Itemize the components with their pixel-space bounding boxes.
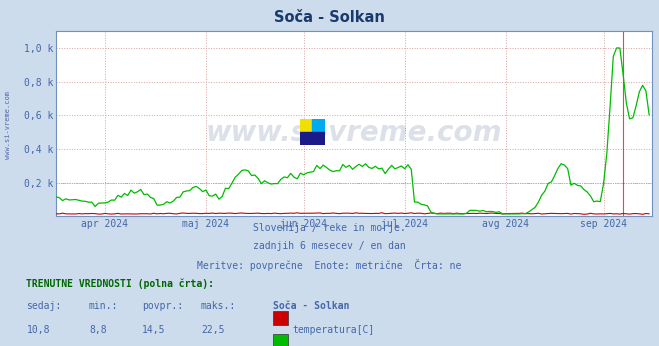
Text: 8,8: 8,8 (89, 325, 107, 335)
Text: povpr.:: povpr.: (142, 301, 183, 311)
Text: Meritve: povprečne  Enote: metrične  Črta: ne: Meritve: povprečne Enote: metrične Črta:… (197, 259, 462, 271)
Text: maks.:: maks.: (201, 301, 236, 311)
Text: sedaj:: sedaj: (26, 301, 61, 311)
Bar (300, 133, 312, 145)
Text: 10,8: 10,8 (26, 325, 50, 335)
Text: 14,5: 14,5 (142, 325, 165, 335)
Text: Slovenija / reke in morje.: Slovenija / reke in morje. (253, 223, 406, 233)
Text: min.:: min.: (89, 301, 119, 311)
Bar (312, 133, 325, 145)
Text: TRENUTNE VREDNOSTI (polna črta):: TRENUTNE VREDNOSTI (polna črta): (26, 279, 214, 289)
Text: zadnjih 6 mesecev / en dan: zadnjih 6 mesecev / en dan (253, 241, 406, 251)
Text: 22,5: 22,5 (201, 325, 225, 335)
Text: Soča - Solkan: Soča - Solkan (273, 301, 350, 311)
Text: www.si-vreme.com: www.si-vreme.com (5, 91, 11, 158)
Bar (312, 119, 325, 133)
Bar (300, 119, 312, 133)
Text: Soča - Solkan: Soča - Solkan (274, 10, 385, 25)
Text: temperatura[C]: temperatura[C] (292, 325, 374, 335)
Text: www.si-vreme.com: www.si-vreme.com (206, 119, 502, 147)
